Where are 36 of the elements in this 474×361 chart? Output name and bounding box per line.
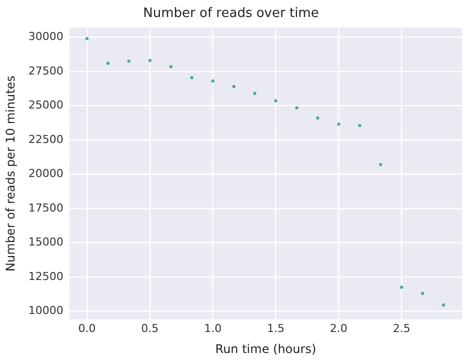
point [421, 292, 424, 295]
x-tick-label: 1.0 [204, 322, 222, 335]
point [127, 60, 131, 63]
point [337, 122, 340, 126]
y-tick-label: 17500 [28, 201, 64, 214]
point [169, 65, 173, 68]
point [190, 76, 194, 80]
chart-title: Number of reads over time [143, 6, 319, 22]
y-tick-label: 25000 [28, 98, 64, 112]
point [274, 99, 278, 102]
y-tick-label: 12500 [28, 270, 64, 283]
point [378, 162, 382, 166]
point [316, 116, 320, 120]
y-tick-label: 30000 [28, 30, 64, 44]
x-tick-label: 0.5 [141, 322, 159, 335]
x-tick-label: 0.0 [78, 322, 96, 335]
x-axis-title: Run time (hours) [215, 342, 316, 356]
point [295, 106, 298, 110]
y-tick-label: 10000 [28, 304, 64, 318]
x-tick-label: 2.0 [330, 322, 348, 335]
point [232, 84, 236, 88]
y-tick-label: 15000 [28, 236, 64, 249]
y-tick-label: 22500 [28, 132, 64, 146]
y-axis-title: Number of reads per 10 minutes [3, 76, 18, 272]
point [253, 92, 256, 95]
point [106, 62, 110, 65]
point [211, 79, 214, 83]
point [400, 286, 404, 289]
point [358, 124, 362, 128]
x-tick-label: 1.5 [267, 322, 285, 335]
x-tick-label: 2.5 [392, 322, 410, 335]
y-tick-label: 20000 [28, 167, 64, 180]
point [148, 58, 152, 62]
point [85, 36, 89, 40]
point [442, 303, 446, 307]
y-tick-label: 27500 [28, 64, 64, 78]
